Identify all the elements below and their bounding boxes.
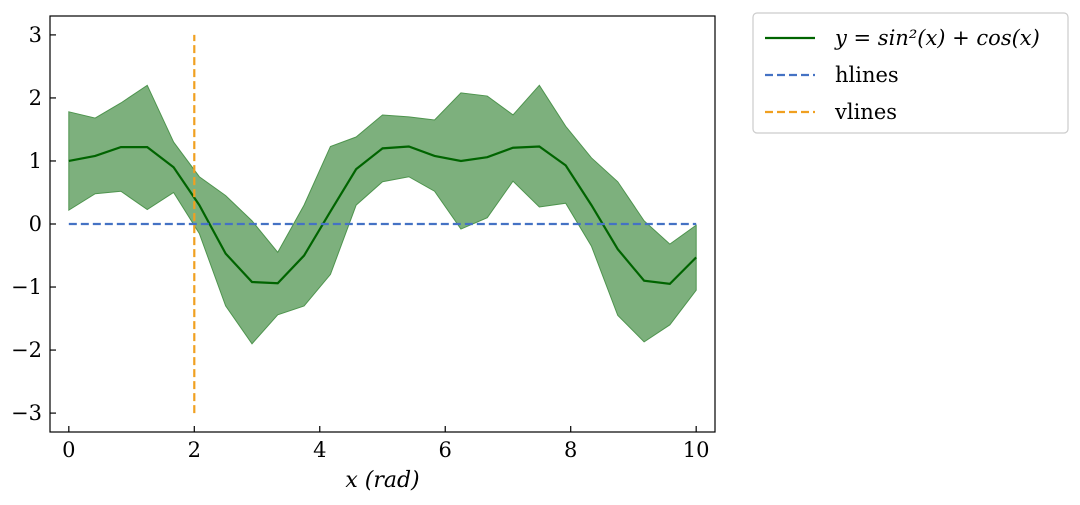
plot-marks (68, 34, 697, 414)
x-tick-label: 6 (439, 438, 452, 462)
plot-area (68, 34, 697, 414)
y-tick-label: −2 (11, 338, 42, 362)
series-line-main (68, 145, 697, 286)
x-tick-label: 4 (313, 438, 326, 462)
x-tick-label: 8 (564, 438, 577, 462)
y-tick-label: 0 (29, 212, 42, 236)
legend-label: y = sin²(x) + cos(x) (834, 26, 1040, 50)
confidence-band (68, 84, 697, 345)
y-tick-label: 3 (29, 23, 42, 47)
legend-label: vlines (834, 100, 897, 124)
legend-label: hlines (835, 63, 899, 87)
x-tick-label: 10 (683, 438, 710, 462)
axes: 0 2 4 6 8 10 −3 −2 −1 0 1 2 3 (11, 15, 716, 462)
y-tick-label: −1 (11, 275, 42, 299)
y-tick-label: −3 (11, 401, 42, 425)
x-tick-label: 2 (188, 438, 201, 462)
y-tick-label: 1 (29, 149, 42, 173)
legend: y = sin²(x) + cos(x) hlines vlines (752, 12, 1069, 134)
y-tick-label: 2 (29, 86, 42, 110)
x-axis-label: x (rad) (345, 468, 419, 493)
x-tick-label: 0 (62, 438, 75, 462)
legend-box (752, 12, 1069, 134)
